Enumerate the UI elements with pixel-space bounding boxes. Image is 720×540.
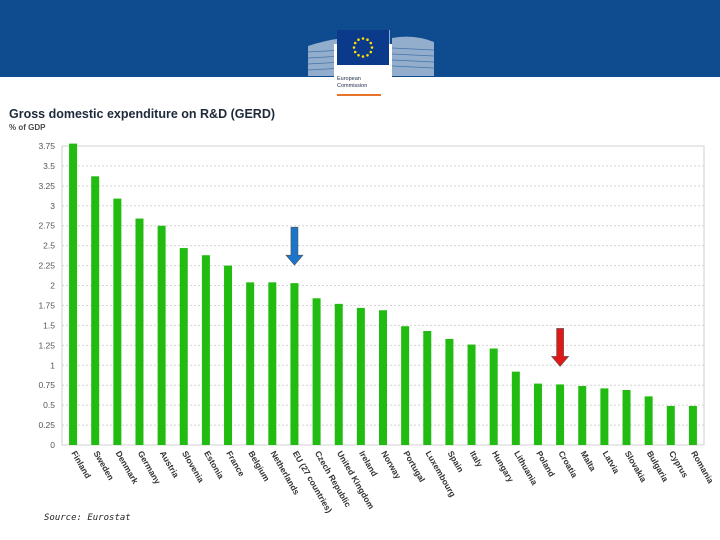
x-tick-label: Estonia <box>202 449 226 481</box>
bar <box>201 255 210 445</box>
bar <box>688 405 697 445</box>
x-tick-label: Sweden <box>91 449 116 482</box>
annotation-arrow-icon <box>285 226 304 266</box>
bar <box>290 283 299 445</box>
x-tick-label: France <box>224 449 247 478</box>
bar <box>135 218 144 445</box>
bar <box>556 384 565 445</box>
bar <box>91 176 100 446</box>
x-tick-label: Finland <box>69 449 93 480</box>
bar <box>334 303 343 445</box>
y-tick-label: 1 <box>50 360 55 370</box>
bar <box>113 198 122 445</box>
bar <box>268 282 277 445</box>
bar <box>467 344 476 445</box>
x-tick-label: Croatia <box>556 449 579 480</box>
bar <box>179 248 188 445</box>
logo-text: European Commission <box>337 76 367 89</box>
bar <box>157 225 166 445</box>
y-tick-label: 1.25 <box>38 340 55 350</box>
bar <box>69 143 78 445</box>
y-tick-label: 1.5 <box>43 320 55 330</box>
x-tick-label: Cyprus <box>667 449 690 480</box>
chart-title: Gross domestic expenditure on R&D (GERD) <box>9 107 276 121</box>
x-tick-label: Slovakia <box>623 449 649 484</box>
bar <box>445 338 454 445</box>
bar <box>379 310 387 445</box>
bar <box>666 405 675 445</box>
bar <box>622 389 631 445</box>
eu-stars-icon <box>352 37 374 58</box>
x-tick-label: Portugal <box>401 449 427 484</box>
x-tick-label: Austria <box>158 449 181 480</box>
y-tick-label: 1.75 <box>38 300 55 310</box>
bar <box>423 330 432 445</box>
bar <box>533 383 542 445</box>
y-tick-label: 3.25 <box>38 181 55 191</box>
logo-text-line1: European <box>337 76 361 82</box>
y-tick-label: 2.75 <box>38 221 55 231</box>
bar <box>489 348 498 445</box>
x-tick-label: Latvia <box>601 449 622 476</box>
x-tick-label: Poland <box>534 449 557 479</box>
y-tick-label: 2.5 <box>43 241 55 251</box>
x-tick-label: Hungary <box>490 449 516 484</box>
logo-text-line2: Commission <box>337 82 368 89</box>
x-tick-label: Malta <box>579 449 599 473</box>
y-tick-label: 2 <box>50 281 55 291</box>
bar <box>401 326 410 445</box>
bar <box>312 298 321 445</box>
x-tick-label: Norway <box>379 449 403 481</box>
y-tick-label: 2.25 <box>38 261 55 271</box>
y-tick-label: 3.5 <box>43 161 55 171</box>
bar <box>644 396 653 445</box>
x-tick-label: Spain <box>446 449 466 474</box>
source-note: Source: Eurostat <box>44 513 131 523</box>
y-tick-label: 3 <box>50 201 55 211</box>
x-tick-label: Belgium <box>246 449 272 483</box>
eu-flag-icon <box>337 30 389 65</box>
european-commission-logo: European Commission <box>306 16 438 102</box>
x-tick-label: Ireland <box>357 449 380 478</box>
x-tick-label: Romania <box>689 449 716 485</box>
logo-box: European Commission <box>334 30 392 102</box>
y-tick-label: 0.25 <box>38 420 55 430</box>
bar <box>511 371 520 445</box>
chart-subtitle: % of GDP <box>9 123 46 132</box>
bar <box>578 385 587 445</box>
y-tick-label: 0.75 <box>38 380 55 390</box>
logo-underline <box>337 94 381 96</box>
bar <box>356 307 365 445</box>
bar <box>600 388 609 445</box>
y-tick-label: 0.5 <box>43 400 55 410</box>
y-tick-label: 3.75 <box>38 141 55 151</box>
annotation-arrow-icon <box>550 328 570 367</box>
bar <box>224 265 233 445</box>
y-tick-label: 0 <box>50 440 55 450</box>
x-tick-label: Italy <box>468 449 485 469</box>
bar <box>246 282 255 445</box>
